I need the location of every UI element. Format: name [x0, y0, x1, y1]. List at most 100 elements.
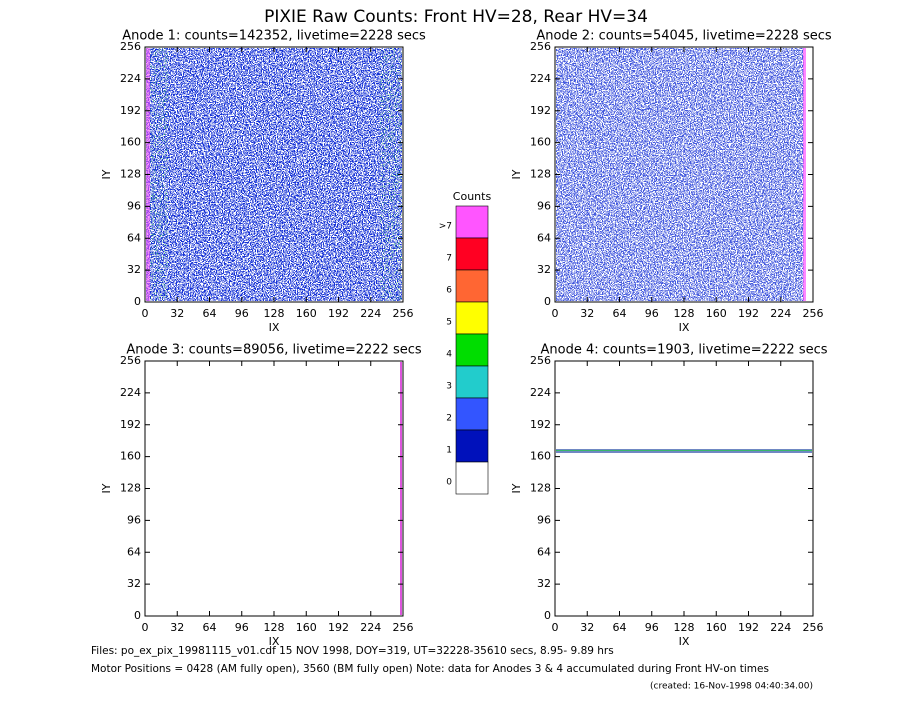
band-texture [556, 450, 812, 451]
y-tick-label: 160 [120, 450, 141, 463]
x-tick-label: 160 [296, 621, 317, 634]
x-tick-label: 256 [393, 307, 414, 320]
panel-title: Anode 2: counts=54045, livetime=2228 sec… [536, 29, 832, 44]
x-tick-label: 0 [552, 621, 559, 634]
created-note: (created: 16-Nov-1998 04:40:34.00) [650, 682, 813, 692]
y-tick-label: 0 [134, 609, 141, 622]
y-axis-label: IY [510, 483, 523, 493]
x-tick-label: 96 [235, 621, 249, 634]
y-tick-label: 256 [120, 40, 141, 53]
y-tick-label: 64 [127, 545, 141, 558]
y-tick-label: 224 [530, 386, 551, 399]
x-tick-label: 224 [770, 307, 791, 320]
y-tick-label: 192 [120, 418, 141, 431]
y-tick-label: 0 [134, 295, 141, 308]
colorbar-swatch [455, 205, 489, 239]
colorbar-swatch [455, 429, 489, 463]
x-tick-label: 128 [264, 621, 285, 634]
y-tick-label: 224 [120, 72, 141, 85]
x-tick-label: 224 [360, 307, 381, 320]
page-title: PIXIE Raw Counts: Front HV=28, Rear HV=3… [264, 7, 648, 27]
colorbar-label: 7 [446, 254, 452, 264]
x-tick-label: 128 [674, 307, 695, 320]
plot-frame [144, 360, 404, 617]
y-tick-label: 224 [530, 72, 551, 85]
y-tick-label: 256 [530, 354, 551, 367]
count-texture [146, 48, 402, 301]
y-axis-label: IY [100, 483, 113, 493]
x-tick-label: 192 [328, 621, 349, 634]
colorbar-label: >7 [439, 222, 452, 232]
x-tick-label: 256 [393, 621, 414, 634]
y-tick-label: 64 [537, 545, 551, 558]
y-tick-label: 192 [530, 418, 551, 431]
x-axis-label: IX [679, 635, 690, 648]
y-tick-label: 96 [537, 199, 551, 212]
colorbar-swatch [455, 397, 489, 431]
x-tick-label: 128 [264, 307, 285, 320]
colorbar-swatch [455, 301, 489, 335]
panel-title: Anode 3: counts=89056, livetime=2222 sec… [126, 343, 422, 358]
plot-frame [554, 360, 814, 617]
y-tick-label: 32 [127, 263, 141, 276]
y-tick-label: 96 [127, 199, 141, 212]
x-tick-label: 0 [142, 621, 149, 634]
x-axis-label: IX [269, 635, 280, 648]
x-tick-label: 160 [706, 621, 727, 634]
y-tick-label: 0 [544, 609, 551, 622]
y-tick-label: 160 [530, 450, 551, 463]
y-tick-label: 32 [127, 577, 141, 590]
x-tick-label: 32 [170, 621, 184, 634]
colorbar-swatch [455, 237, 489, 271]
colorbar-swatch [455, 269, 489, 303]
colorbar-label: 4 [446, 350, 452, 360]
y-tick-label: 32 [537, 577, 551, 590]
x-tick-label: 192 [738, 307, 759, 320]
x-tick-label: 32 [170, 307, 184, 320]
y-axis-label: IY [510, 169, 523, 179]
x-tick-label: 256 [803, 621, 824, 634]
x-tick-label: 0 [142, 307, 149, 320]
y-tick-label: 96 [127, 513, 141, 526]
panel-title: Anode 4: counts=1903, livetime=2222 secs [540, 343, 827, 358]
y-tick-label: 160 [530, 136, 551, 149]
footer-files: Files: po_ex_pix_19981115_v01.cdf 15 NOV… [91, 645, 614, 657]
x-tick-label: 0 [552, 307, 559, 320]
colorbar-label: 0 [446, 478, 452, 488]
x-tick-label: 224 [770, 621, 791, 634]
y-tick-label: 0 [544, 295, 551, 308]
y-tick-label: 128 [530, 168, 551, 181]
x-axis-label: IX [269, 321, 280, 334]
edge-texture [803, 48, 806, 301]
x-tick-label: 64 [203, 307, 217, 320]
colorbar-label: 1 [446, 446, 452, 456]
colorbar-swatch [455, 365, 489, 399]
y-axis-label: IY [100, 169, 113, 179]
y-tick-label: 160 [120, 136, 141, 149]
y-tick-label: 256 [120, 354, 141, 367]
x-tick-label: 32 [580, 621, 594, 634]
y-tick-label: 128 [530, 482, 551, 495]
x-tick-label: 192 [738, 621, 759, 634]
colorbar-swatch [455, 333, 489, 367]
x-tick-label: 64 [203, 621, 217, 634]
panel-title: Anode 1: counts=142352, livetime=2228 se… [122, 29, 426, 44]
colorbar-label: 2 [446, 414, 452, 424]
y-tick-label: 96 [537, 513, 551, 526]
x-tick-label: 32 [580, 307, 594, 320]
x-tick-label: 64 [613, 307, 627, 320]
x-tick-label: 96 [645, 621, 659, 634]
edge-texture [146, 48, 168, 301]
colorbar-label: 3 [446, 382, 452, 392]
y-tick-label: 224 [120, 386, 141, 399]
y-tick-label: 256 [530, 40, 551, 53]
x-tick-label: 160 [706, 307, 727, 320]
x-axis-label: IX [679, 321, 690, 334]
y-tick-label: 128 [120, 168, 141, 181]
x-tick-label: 160 [296, 307, 317, 320]
y-tick-label: 64 [127, 231, 141, 244]
x-tick-label: 256 [803, 307, 824, 320]
colorbar-swatch [455, 461, 489, 495]
y-tick-label: 192 [120, 104, 141, 117]
